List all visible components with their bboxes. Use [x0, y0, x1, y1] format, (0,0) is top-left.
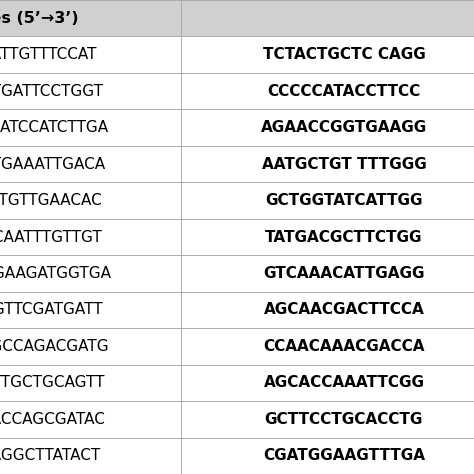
Text: GCTGGTATCATTGG: GCTGGTATCATTGG: [265, 193, 423, 208]
Bar: [0, 73, 181, 109]
Text: GCAATTTGTTGT: GCAATTTGTTGT: [0, 229, 102, 245]
Bar: [181, 219, 474, 255]
Bar: [181, 401, 474, 438]
Text: TCTACTGCTC CAGG: TCTACTGCTC CAGG: [263, 47, 425, 62]
Text: ATTGTTGAACAC: ATTGTTGAACAC: [0, 193, 103, 208]
Bar: [0, 36, 181, 73]
Bar: [181, 0, 474, 36]
Text: TAATCCATCTTGA: TAATCCATCTTGA: [0, 120, 108, 135]
Text: ces (5’→3’): ces (5’→3’): [0, 11, 79, 26]
Text: AGCACCAAATTCGG: AGCACCAAATTCGG: [264, 375, 424, 391]
Bar: [0, 401, 181, 438]
Bar: [0, 0, 181, 36]
Bar: [181, 182, 474, 219]
Text: AATGCTGT TTTGGG: AATGCTGT TTTGGG: [262, 156, 426, 172]
Text: CCCCCATACCTTCC: CCCCCATACCTTCC: [267, 83, 420, 99]
Bar: [0, 255, 181, 292]
Bar: [181, 328, 474, 365]
Bar: [181, 109, 474, 146]
Text: CGATGGAAGTTTGA: CGATGGAAGTTTGA: [263, 448, 425, 463]
Text: AAGGCTTATACT: AAGGCTTATACT: [0, 448, 101, 463]
Text: AGAACCGGTGAAGG: AGAACCGGTGAAGG: [261, 120, 427, 135]
Text: TATGACGCTTCTGG: TATGACGCTTCTGG: [265, 229, 423, 245]
Bar: [181, 292, 474, 328]
Text: CCAACAAACGACCA: CCAACAAACGACCA: [263, 339, 425, 354]
Bar: [0, 438, 181, 474]
Text: GGAAGATGGTGA: GGAAGATGGTGA: [0, 266, 111, 281]
Text: AGCAACGACTTCCA: AGCAACGACTTCCA: [264, 302, 424, 318]
Bar: [181, 73, 474, 109]
Bar: [0, 219, 181, 255]
Bar: [181, 255, 474, 292]
Text: GGTTCGATGATT: GGTTCGATGATT: [0, 302, 103, 318]
Text: CTTGCTGCAGTT: CTTGCTGCAGTT: [0, 375, 105, 391]
Bar: [181, 36, 474, 73]
Text: GTCAAACATTGAGG: GTCAAACATTGAGG: [263, 266, 425, 281]
Text: AATTGTTTCCAT: AATTGTTTCCAT: [0, 47, 98, 62]
Text: CTGAAATTGACA: CTGAAATTGACA: [0, 156, 105, 172]
Bar: [0, 109, 181, 146]
Text: CTGATTCCTGGT: CTGATTCCTGGT: [0, 83, 103, 99]
Bar: [0, 328, 181, 365]
Bar: [0, 182, 181, 219]
Bar: [0, 292, 181, 328]
Text: AACCAGCGATAC: AACCAGCGATAC: [0, 412, 106, 427]
Bar: [181, 438, 474, 474]
Text: GCTTCCTGCACCTG: GCTTCCTGCACCTG: [265, 412, 423, 427]
Bar: [0, 146, 181, 182]
Bar: [181, 365, 474, 401]
Bar: [0, 365, 181, 401]
Text: TGCCAGACGATG: TGCCAGACGATG: [0, 339, 109, 354]
Bar: [181, 146, 474, 182]
